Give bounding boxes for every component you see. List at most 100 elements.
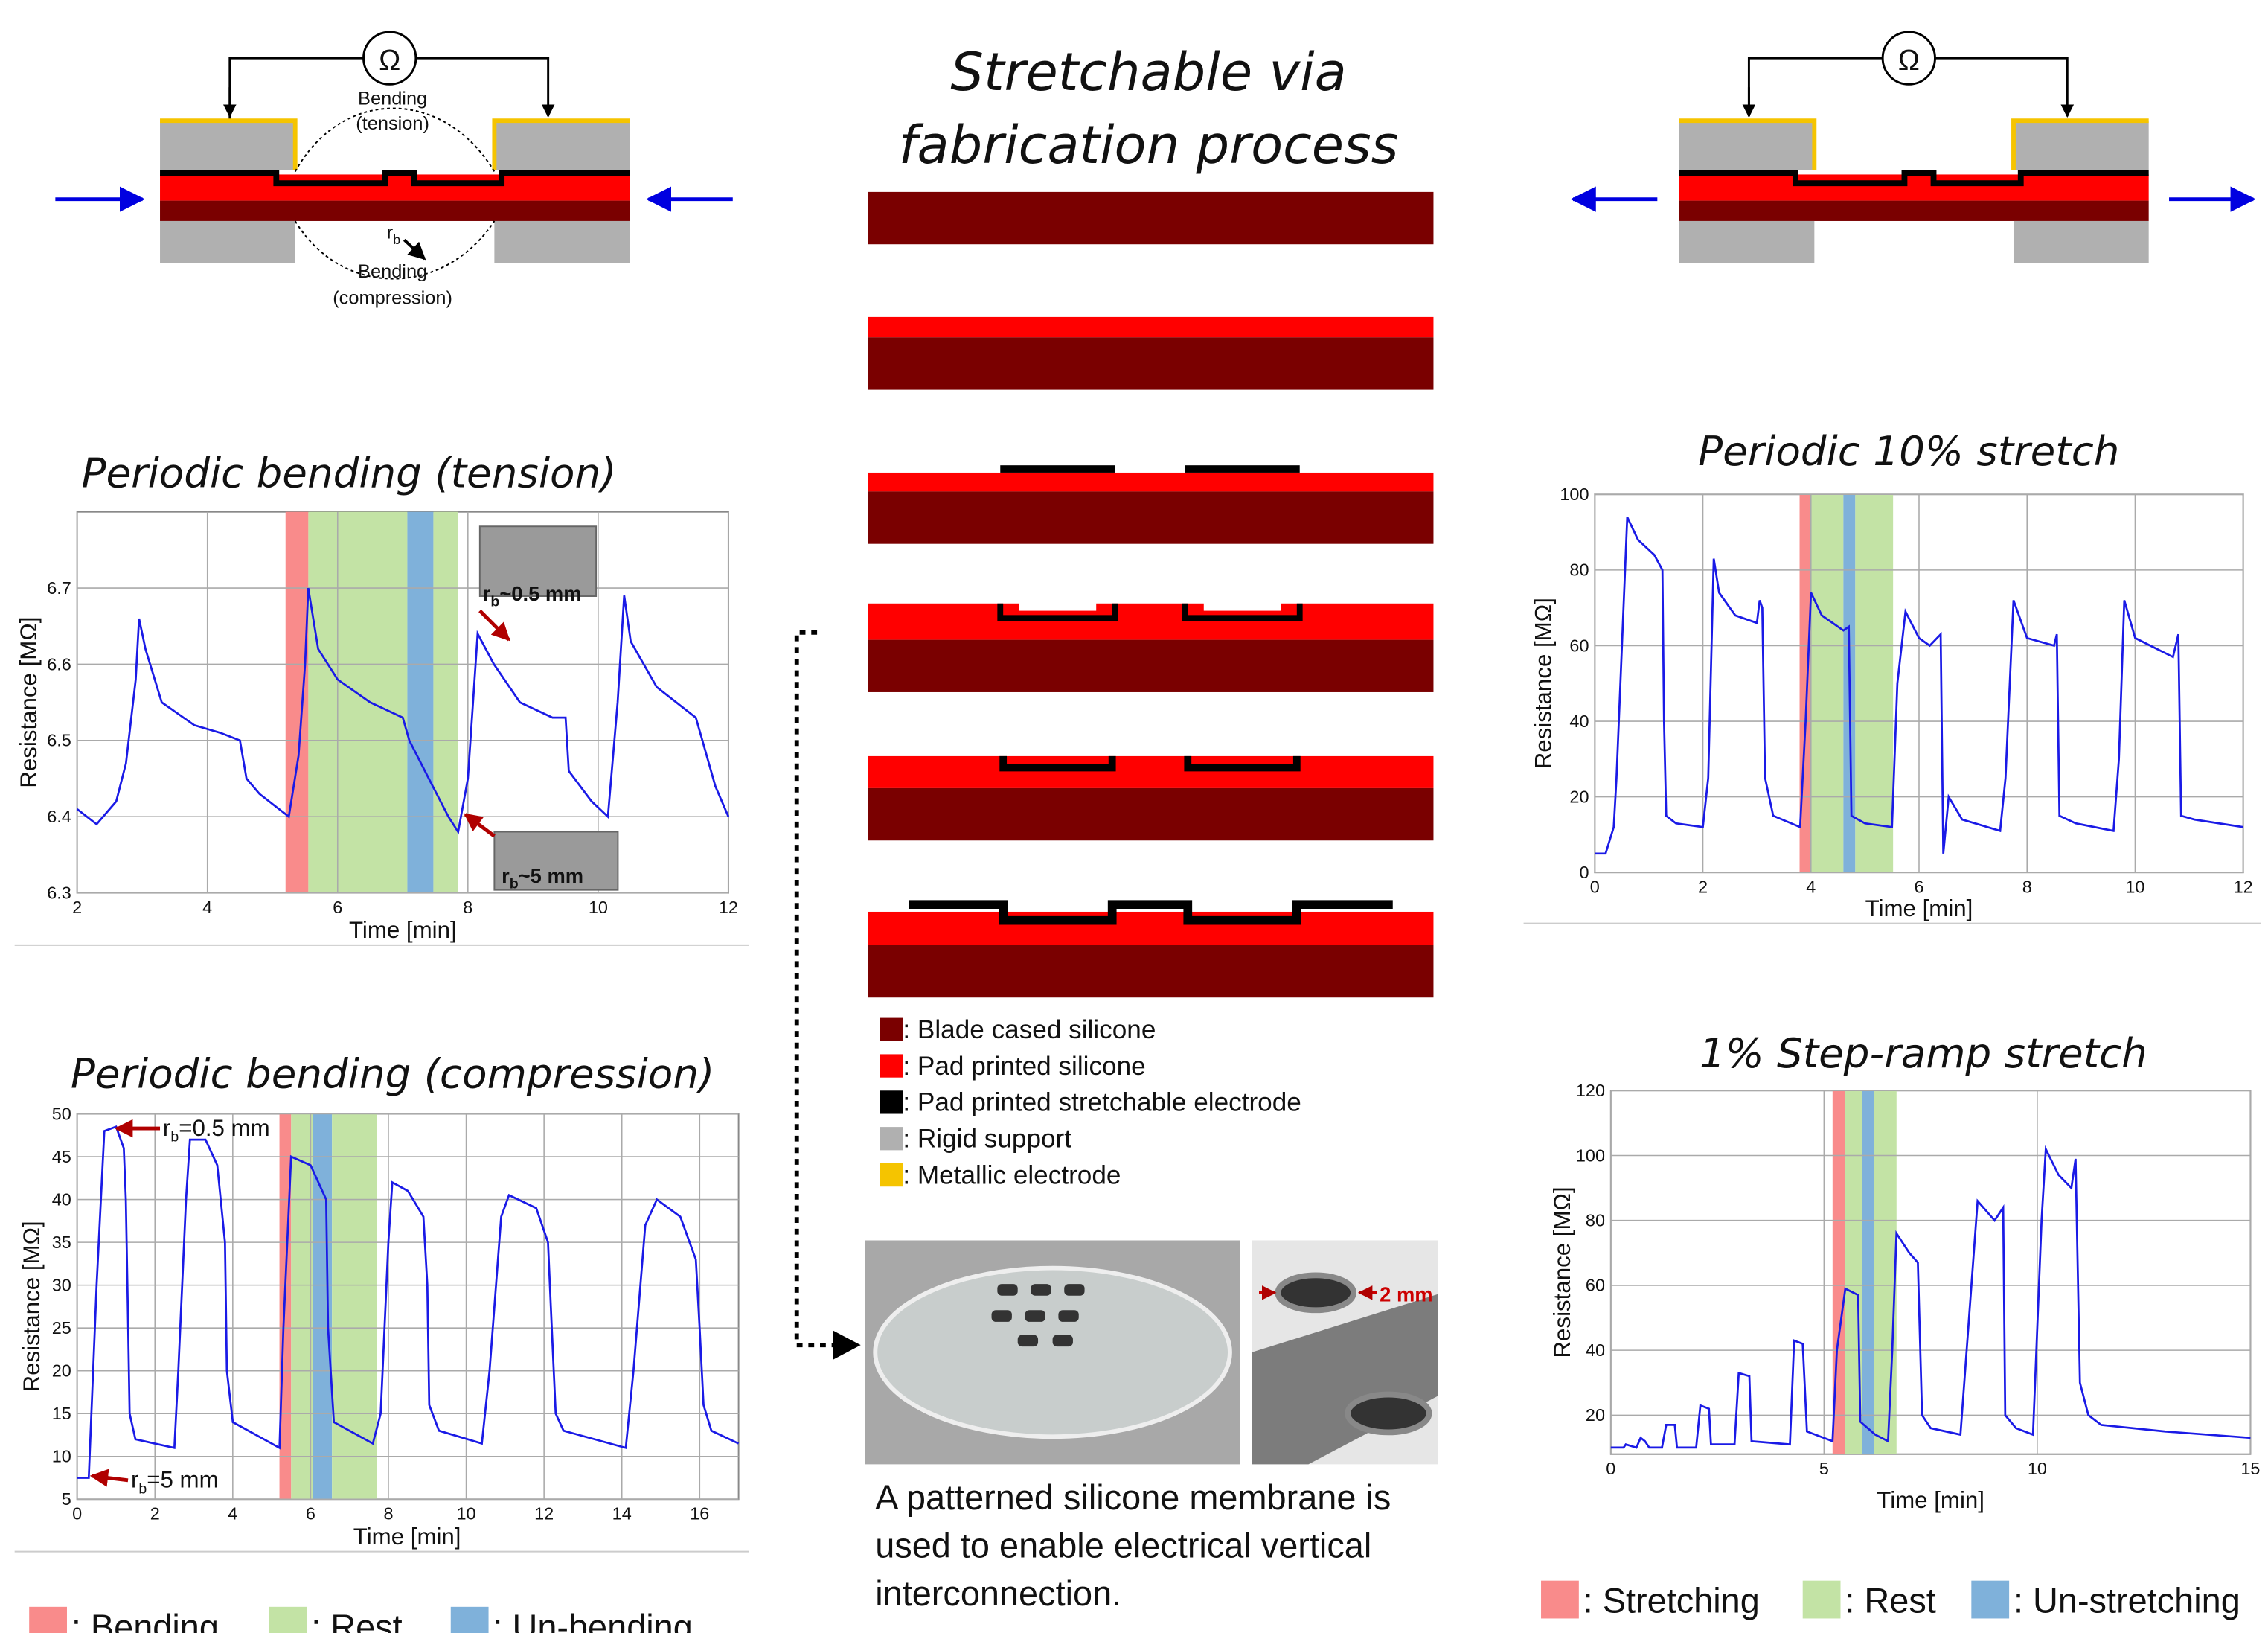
y-tick-label: 80	[1586, 1211, 1605, 1230]
phase-band	[1845, 1090, 1862, 1454]
annotation-part: b	[170, 1129, 179, 1145]
annotation: rb=0.5 mm	[163, 1115, 270, 1145]
y-tick-label: 20	[52, 1361, 71, 1380]
legend-swatch	[450, 1606, 489, 1633]
annotation: rb~5 mm	[502, 864, 583, 892]
label: (compression)	[333, 287, 452, 308]
phase-band	[1862, 1090, 1874, 1454]
legend-swatch	[29, 1606, 67, 1633]
phase-band	[1874, 1090, 1897, 1454]
phase-band	[1810, 494, 1844, 873]
y-tick-label: 30	[52, 1275, 71, 1294]
chart: 2 4 6 8 10 12 6.3 6.4 6.5 6.6 6.7 Periodic bending …	[14, 449, 749, 946]
y-axis-label: Resistance [MΩ]	[19, 1221, 45, 1392]
data-line	[77, 1125, 740, 1479]
phase-band	[285, 511, 309, 893]
title: fabrication process	[899, 115, 1399, 176]
x-tick-label: 2	[1698, 878, 1708, 897]
scale-label: 2 mm	[1380, 1283, 1432, 1306]
y-tick-label: 6.7	[47, 578, 71, 598]
legend-label: : Pad printed silicone	[903, 1052, 1145, 1081]
annotation-part: r	[502, 864, 510, 887]
legend-label: : Un-stretching	[2014, 1582, 2240, 1620]
bending-setup: Ω Bending (tension) rb Bending (compress…	[55, 31, 733, 308]
annotation-part: b	[138, 1480, 147, 1497]
legend-swatch	[1541, 1580, 1579, 1619]
label: rb	[387, 222, 400, 247]
caption: used to enable electrical vertical	[875, 1526, 1371, 1565]
caption: interconnection.	[875, 1574, 1121, 1613]
phase-band	[407, 511, 434, 893]
inset-photo	[478, 525, 598, 597]
x-axis-label: Time [min]	[353, 1524, 461, 1550]
y-tick-label: 120	[1576, 1081, 1605, 1100]
y-tick-label: 50	[52, 1104, 71, 1123]
legend-swatch	[880, 1163, 903, 1187]
x-tick-label: 6	[1914, 878, 1923, 897]
x-tick-label: 10	[2028, 1459, 2047, 1478]
y-tick-label: 45	[52, 1147, 71, 1166]
y-axis-label: Resistance [MΩ]	[1531, 598, 1557, 769]
data-line	[1610, 1145, 2251, 1449]
chart: 0 5 10 15 20 40 60 80 100 120 1% Step-ramp stretch…	[1549, 1029, 2260, 1513]
phase-band	[433, 511, 458, 893]
x-tick-label: 10	[457, 1504, 476, 1524]
phase-band	[332, 1113, 377, 1500]
chart-title: Periodic 10% stretch	[1698, 427, 2119, 475]
pointer-arrow	[89, 1469, 129, 1487]
annotation-part: r	[483, 582, 491, 605]
legend-label: : Metallic electrode	[903, 1160, 1121, 1189]
x-tick-label: 14	[612, 1504, 632, 1524]
annotation-part: b	[490, 594, 499, 610]
label: (tension)	[356, 113, 429, 134]
y-tick-label: 40	[52, 1189, 71, 1209]
pointer-arrow	[478, 609, 510, 642]
legend-swatch	[269, 1606, 307, 1633]
y-tick-label: 40	[1586, 1340, 1605, 1360]
y-tick-label: 0	[1579, 863, 1589, 882]
y-tick-label: 35	[52, 1233, 71, 1252]
x-tick-label: 6	[333, 898, 342, 917]
label: b	[393, 232, 400, 247]
annotation-part: r	[163, 1115, 170, 1141]
ohm-symbol: Ω	[379, 45, 400, 77]
y-tick-label: 80	[1569, 560, 1589, 580]
x-tick-label: 10	[2125, 878, 2144, 897]
caption: A patterned silicone membrane is	[875, 1478, 1391, 1517]
x-tick-label: 8	[2022, 878, 2032, 897]
process-diagram: Stretchable via fabrication process 2 mm	[794, 42, 1438, 1465]
y-tick-label: 15	[52, 1404, 71, 1423]
y-tick-label: 20	[1569, 787, 1589, 806]
x-tick-label: 8	[463, 898, 472, 917]
x-tick-label: 4	[202, 898, 212, 917]
label: Bending	[358, 89, 427, 109]
y-tick-label: 40	[1569, 712, 1589, 731]
legend-swatch	[880, 1127, 903, 1151]
y-tick-label: 6.5	[47, 731, 71, 750]
x-tick-label: 16	[690, 1504, 709, 1524]
x-tick-label: 0	[72, 1504, 82, 1524]
x-tick-label: 0	[1606, 1459, 1615, 1478]
title: Stretchable via	[950, 42, 1346, 103]
legend-label: : Rest	[1845, 1582, 1935, 1620]
x-tick-label: 2	[150, 1504, 160, 1524]
chart-title: 1% Step-ramp stretch	[1700, 1029, 2147, 1077]
x-tick-label: 12	[719, 898, 738, 917]
y-tick-label: 10	[52, 1447, 71, 1466]
x-tick-label: 6	[306, 1504, 315, 1524]
annotation-part: =0.5 mm	[179, 1115, 269, 1141]
y-tick-label: 25	[52, 1318, 71, 1338]
y-axis-label: Resistance [MΩ]	[16, 617, 42, 788]
legend-swatch	[880, 1017, 903, 1041]
annotation: rb~0.5 mm	[483, 582, 582, 610]
phase-band	[1855, 494, 1894, 873]
annotation-part: r	[131, 1467, 138, 1493]
phase-band	[291, 1113, 313, 1500]
label: r	[387, 222, 394, 243]
x-tick-label: 0	[1590, 878, 1600, 897]
x-tick-label: 10	[589, 898, 608, 917]
legend-swatch	[880, 1090, 903, 1114]
legend-swatch	[1971, 1580, 2010, 1619]
